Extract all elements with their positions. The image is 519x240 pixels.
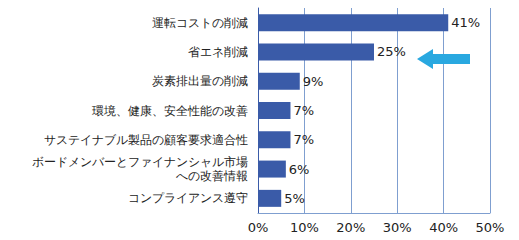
- svg-text:0%: 0%: [248, 220, 269, 235]
- svg-text:炭素排出量の削減: 炭素排出量の削減: [152, 74, 248, 88]
- svg-text:41%: 41%: [451, 15, 480, 30]
- svg-text:25%: 25%: [377, 44, 406, 59]
- svg-text:20%: 20%: [336, 220, 365, 235]
- svg-text:への改善情報: への改善情報: [176, 169, 248, 183]
- svg-text:40%: 40%: [429, 220, 458, 235]
- svg-text:30%: 30%: [383, 220, 412, 235]
- svg-text:コンプライアンス遵守: コンプライアンス遵守: [128, 191, 248, 205]
- svg-text:運転コストの削減: 運転コストの削減: [152, 16, 248, 30]
- svg-text:50%: 50%: [476, 220, 505, 235]
- svg-text:ボードメンバーとファイナンシャル市場: ボードメンバーとファイナンシャル市場: [32, 155, 248, 169]
- svg-text:5%: 5%: [284, 191, 305, 206]
- svg-text:9%: 9%: [303, 74, 324, 89]
- svg-text:10%: 10%: [290, 220, 319, 235]
- svg-text:省エネ削減: 省エネ削減: [188, 45, 248, 59]
- svg-text:7%: 7%: [293, 132, 314, 147]
- svg-text:7%: 7%: [293, 103, 314, 118]
- svg-text:6%: 6%: [289, 162, 310, 177]
- svg-text:環境、健康、安全性能の改善: 環境、健康、安全性能の改善: [92, 104, 248, 118]
- svg-text:サステイナブル製品の顧客要求適合性: サステイナブル製品の顧客要求適合性: [44, 133, 248, 147]
